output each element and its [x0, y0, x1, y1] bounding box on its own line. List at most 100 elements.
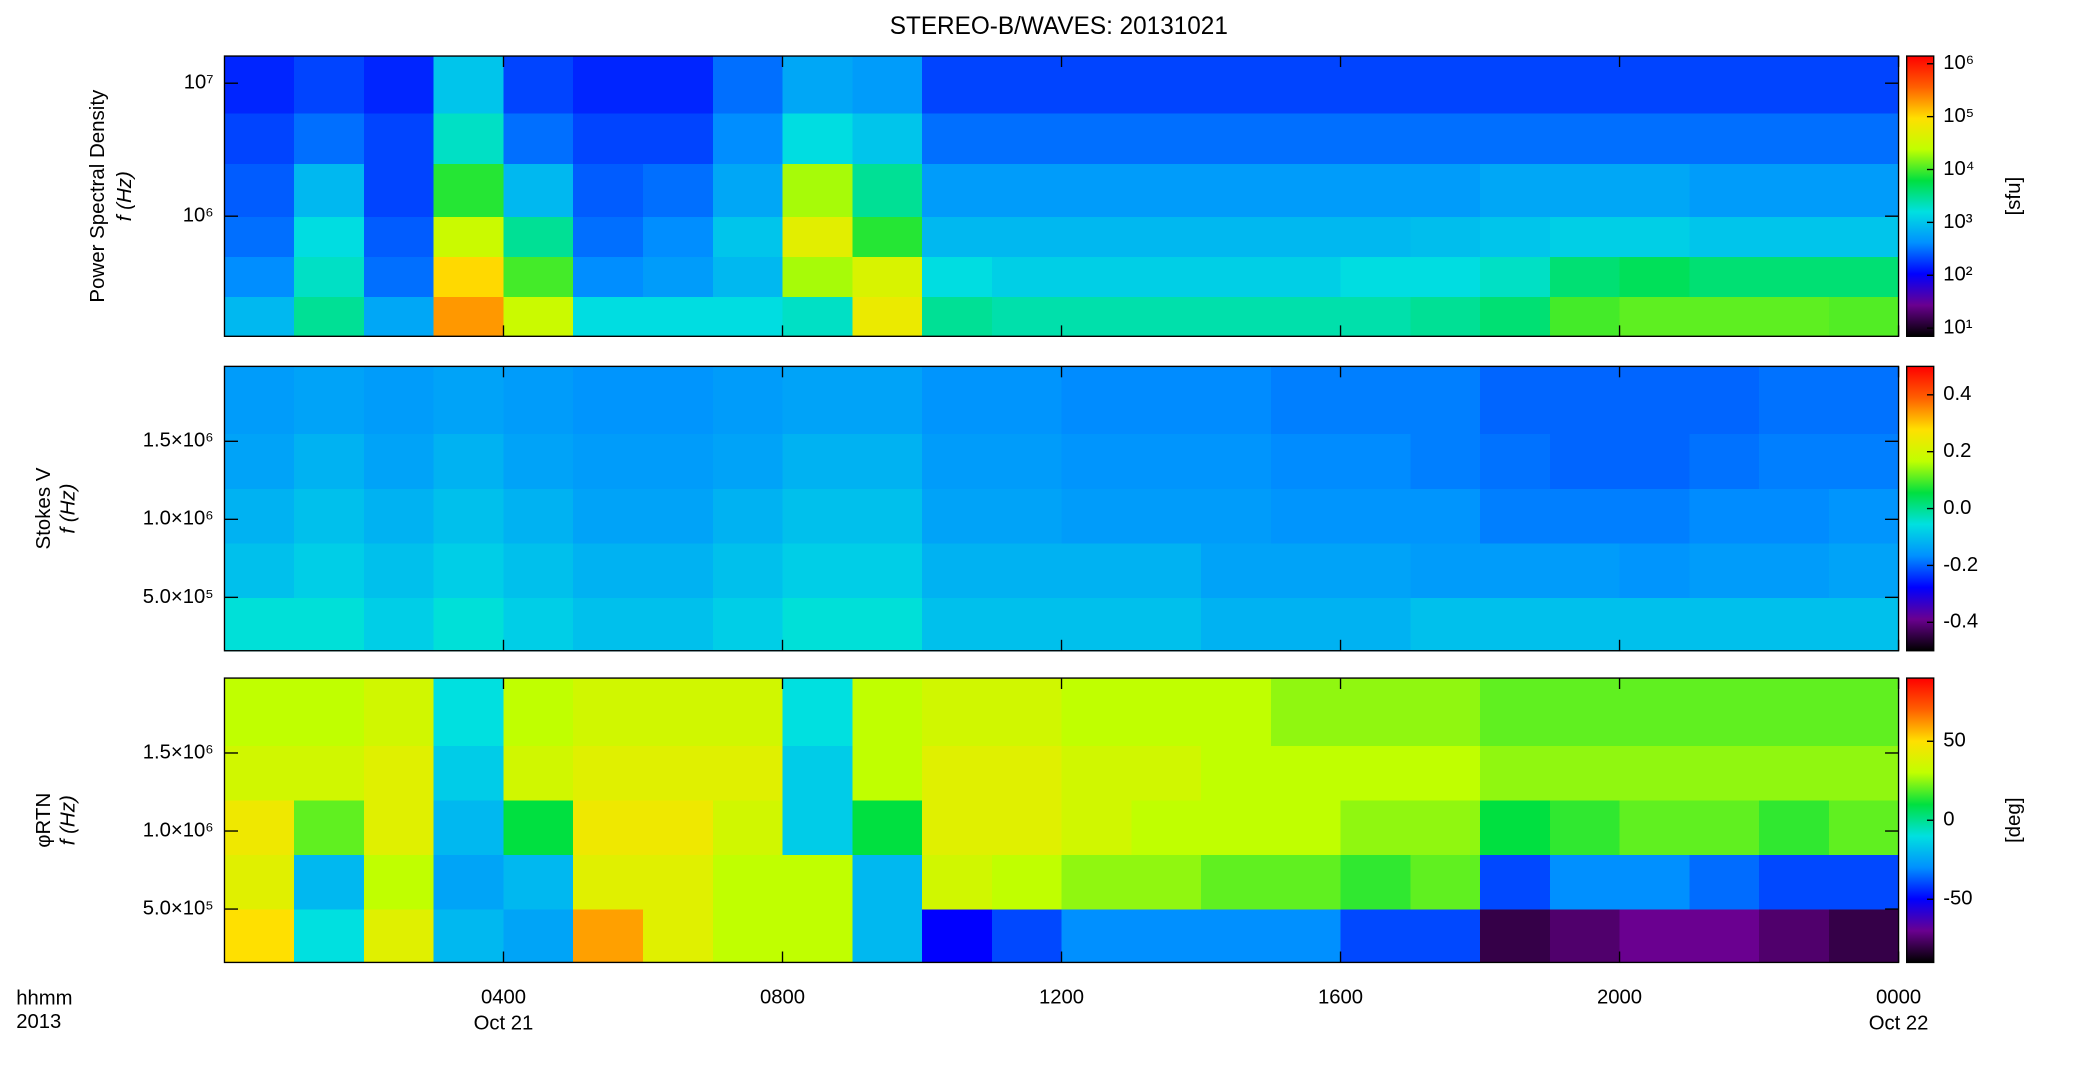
- heatmap-cell: [922, 112, 993, 164]
- heatmap-cell: [642, 799, 714, 856]
- heatmap-cell: [433, 909, 505, 964]
- heatmap-cell: [1270, 366, 1342, 435]
- heatmap-cell: [363, 256, 435, 297]
- heatmap-cell: [503, 745, 574, 801]
- heatmap-cell: [294, 366, 365, 435]
- heatmap-cell: [1759, 112, 1830, 164]
- heatmap-cell: [1619, 542, 1690, 599]
- heatmap-cell: [922, 678, 993, 746]
- heatmap-cell: [1340, 56, 1411, 114]
- heatmap-cell: [363, 112, 435, 164]
- heatmap-cell: [712, 854, 784, 910]
- heatmap-cell: [712, 433, 784, 489]
- heatmap-cell: [573, 745, 644, 801]
- heatmap-cell: [1480, 799, 1551, 856]
- heatmap-cell: [852, 296, 923, 337]
- colorbar-label: [sfu]: [2003, 177, 2025, 216]
- heatmap-cell: [503, 216, 574, 257]
- heatmap-cell: [224, 296, 295, 337]
- heatmap-cell: [1340, 256, 1411, 297]
- heatmap-cell: [1759, 163, 1830, 217]
- heatmap-cell: [433, 112, 505, 164]
- y-tick-label: 1.5×10⁶: [143, 430, 214, 452]
- heatmap-cell: [224, 488, 295, 544]
- heatmap-cell: [503, 366, 574, 435]
- heatmap-cell: [573, 597, 644, 652]
- heatmap-cell: [642, 488, 714, 544]
- heatmap-cell: [1549, 216, 1621, 257]
- heatmap-cell: [503, 597, 574, 652]
- heatmap-cell: [224, 745, 295, 801]
- heatmap-cell: [1201, 745, 1272, 801]
- heatmap-cell: [1549, 163, 1621, 217]
- heatmap-cell: [1410, 678, 1481, 746]
- heatmap-cell: [991, 56, 1063, 114]
- colorbar-tick-label: -0.4: [1943, 611, 1978, 633]
- heatmap-cell: [1619, 216, 1690, 257]
- heatmap-cell: [433, 296, 505, 337]
- heatmap-cell: [1340, 854, 1411, 910]
- heatmap-cell: [1619, 854, 1690, 910]
- heatmap-cell: [1340, 597, 1411, 652]
- heatmap-cell: [1201, 296, 1272, 337]
- heatmap-cell: [1689, 854, 1760, 910]
- heatmap-cell: [1131, 296, 1202, 337]
- heatmap-cell: [852, 799, 923, 856]
- heatmap-cell: [294, 854, 365, 910]
- y-axis-label: f (Hz): [57, 484, 79, 534]
- heatmap-cell: [1619, 678, 1690, 746]
- heatmap-cell: [1759, 433, 1830, 489]
- heatmap-cell: [642, 163, 714, 217]
- heatmap-cell: [433, 799, 505, 856]
- heatmap-cell: [642, 542, 714, 599]
- heatmap-cell: [922, 799, 993, 856]
- heatmap-cell: [1410, 433, 1481, 489]
- heatmap-cell: [294, 745, 365, 801]
- heatmap-cell: [1828, 296, 1900, 337]
- heatmap-cell: [1480, 854, 1551, 910]
- heatmap-cell: [363, 597, 435, 652]
- heatmap-cell: [224, 597, 295, 652]
- heatmap-cell: [1689, 56, 1760, 114]
- heatmap-cell: [1759, 799, 1830, 856]
- heatmap-cell: [1201, 433, 1272, 489]
- heatmap-cell: [922, 597, 993, 652]
- heatmap: [224, 366, 1900, 652]
- heatmap-cell: [1061, 216, 1132, 257]
- heatmap-cell: [1410, 216, 1481, 257]
- heatmap-cell: [1619, 256, 1690, 297]
- heatmap-cell: [433, 678, 505, 746]
- heatmap-cell: [712, 597, 784, 652]
- heatmap-cell: [1340, 163, 1411, 217]
- heatmap-cell: [1201, 488, 1272, 544]
- heatmap-cell: [852, 366, 923, 435]
- heatmap-cell: [503, 433, 574, 489]
- colorbar-tick-label: 10³: [1943, 211, 1973, 233]
- heatmap-cell: [642, 909, 714, 964]
- heatmap-cell: [1480, 745, 1551, 801]
- heatmap-cell: [1759, 542, 1830, 599]
- heatmap-cell: [991, 745, 1063, 801]
- heatmap-cell: [1689, 112, 1760, 164]
- heatmap-cell: [852, 216, 923, 257]
- heatmap-cell: [573, 909, 644, 964]
- heatmap-cell: [1828, 488, 1900, 544]
- heatmap-cell: [1061, 678, 1132, 746]
- y-axis-label: f (Hz): [114, 171, 136, 221]
- heatmap-cell: [1270, 597, 1342, 652]
- heatmap-cell: [1480, 56, 1551, 114]
- heatmap-cell: [991, 597, 1063, 652]
- heatmap-cell: [1410, 112, 1481, 164]
- heatmap-cell: [642, 56, 714, 114]
- heatmap-cell: [1689, 597, 1760, 652]
- heatmap-cell: [1340, 678, 1411, 746]
- heatmap-cell: [503, 56, 574, 114]
- heatmap-cell: [294, 256, 365, 297]
- heatmap-cell: [991, 678, 1063, 746]
- heatmap-cell: [1270, 678, 1342, 746]
- y-axis-label: f (Hz): [57, 795, 79, 845]
- heatmap-cell: [991, 216, 1063, 257]
- heatmap-cell: [1270, 433, 1342, 489]
- heatmap-cell: [1828, 799, 1900, 856]
